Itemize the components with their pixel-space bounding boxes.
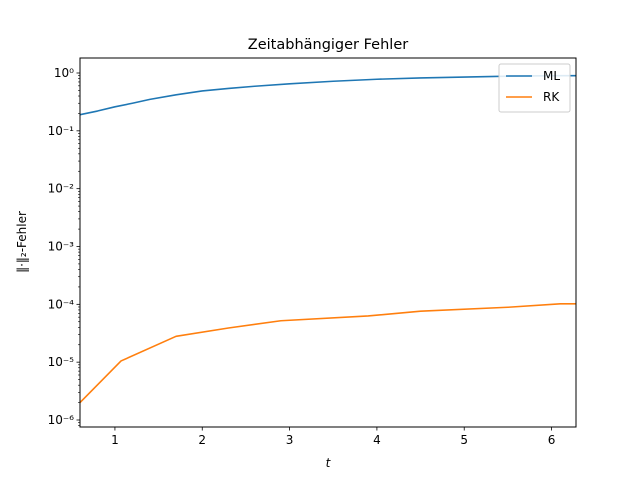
- y-tick-label: 10⁻⁶: [48, 413, 75, 427]
- x-axis: 1 2 3 4 5 6: [111, 427, 555, 447]
- x-tick-label: 1: [111, 433, 119, 447]
- y-tick-label: 10⁰: [54, 66, 74, 80]
- legend-label-rk: RK: [543, 90, 560, 104]
- x-tick-label: 2: [198, 433, 206, 447]
- x-tick-label: 6: [548, 433, 556, 447]
- y-tick-label: 10⁻²: [48, 182, 75, 196]
- x-tick-label: 4: [373, 433, 381, 447]
- legend-label-ml: ML: [543, 69, 560, 83]
- series-layer: [79, 74, 576, 404]
- x-tick-label: 5: [460, 433, 468, 447]
- x-tick-label: 3: [286, 433, 294, 447]
- y-tick-label: 10⁻⁴: [48, 297, 75, 311]
- chart-title: Zeitabhängiger Fehler: [248, 37, 408, 53]
- y-axis: 10⁻⁶ 10⁻⁵ 10⁻⁴ 10⁻³ 10⁻² 10⁻¹ 10⁰: [48, 66, 80, 427]
- series-line-rk: [79, 303, 576, 404]
- series-line-ml: [79, 74, 576, 116]
- x-axis-label: t: [326, 456, 332, 470]
- plot-frame: [79, 57, 577, 428]
- y-axis-label: ‖·‖₂-Fehler: [15, 211, 29, 273]
- y-tick-label: 10⁻¹: [48, 124, 75, 138]
- y-tick-label: 10⁻³: [48, 240, 75, 254]
- y-tick-label: 10⁻⁵: [48, 355, 75, 369]
- legend: ML RK: [498, 63, 571, 113]
- plot-area: [79, 57, 577, 428]
